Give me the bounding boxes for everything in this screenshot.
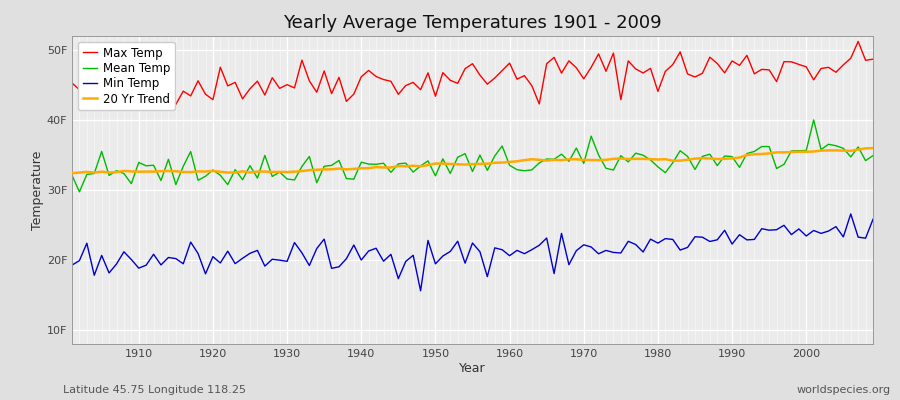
20 Yr Trend [868, 146, 878, 150]
Mean Temp [600, 166, 611, 171]
Line: 20 Yr Trend: 20 Yr Trend [72, 148, 873, 173]
Title: Yearly Average Temperatures 1901 - 2009: Yearly Average Temperatures 1901 - 2009 [284, 14, 662, 32]
20 Yr Trend [126, 169, 137, 174]
Line: Min Temp: Min Temp [72, 214, 873, 291]
20 Yr Trend [497, 160, 508, 165]
Max Temp [868, 57, 878, 62]
Mean Temp [67, 173, 77, 178]
Mean Temp [341, 176, 352, 181]
Mean Temp [504, 163, 515, 168]
Max Temp [67, 80, 77, 85]
Y-axis label: Temperature: Temperature [31, 150, 44, 230]
Legend: Max Temp, Mean Temp, Min Temp, 20 Yr Trend: Max Temp, Mean Temp, Min Temp, 20 Yr Tre… [78, 42, 175, 110]
Min Temp [511, 248, 522, 253]
X-axis label: Year: Year [459, 362, 486, 375]
Max Temp [163, 104, 174, 109]
20 Yr Trend [67, 171, 77, 176]
Min Temp [289, 240, 300, 245]
Max Temp [511, 77, 522, 82]
Min Temp [504, 253, 515, 258]
Min Temp [67, 263, 77, 268]
Min Temp [415, 288, 426, 293]
Mean Temp [808, 118, 819, 122]
Mean Temp [511, 167, 522, 172]
Mean Temp [868, 153, 878, 158]
Min Temp [600, 248, 611, 253]
20 Yr Trend [289, 169, 300, 174]
Mean Temp [133, 160, 144, 165]
Max Temp [504, 61, 515, 66]
Min Temp [334, 264, 345, 269]
20 Yr Trend [504, 160, 515, 164]
Min Temp [868, 217, 878, 222]
Min Temp [126, 257, 137, 262]
Max Temp [296, 58, 307, 62]
20 Yr Trend [593, 158, 604, 162]
Mean Temp [74, 190, 85, 194]
Max Temp [853, 39, 864, 44]
Text: worldspecies.org: worldspecies.org [796, 385, 891, 395]
Min Temp [845, 212, 856, 216]
Text: Latitude 45.75 Longitude 118.25: Latitude 45.75 Longitude 118.25 [63, 385, 246, 395]
Mean Temp [296, 164, 307, 169]
Max Temp [600, 69, 611, 74]
Line: Mean Temp: Mean Temp [72, 120, 873, 192]
Line: Max Temp: Max Temp [72, 42, 873, 107]
Max Temp [126, 89, 137, 94]
20 Yr Trend [334, 166, 345, 171]
Max Temp [341, 99, 352, 104]
